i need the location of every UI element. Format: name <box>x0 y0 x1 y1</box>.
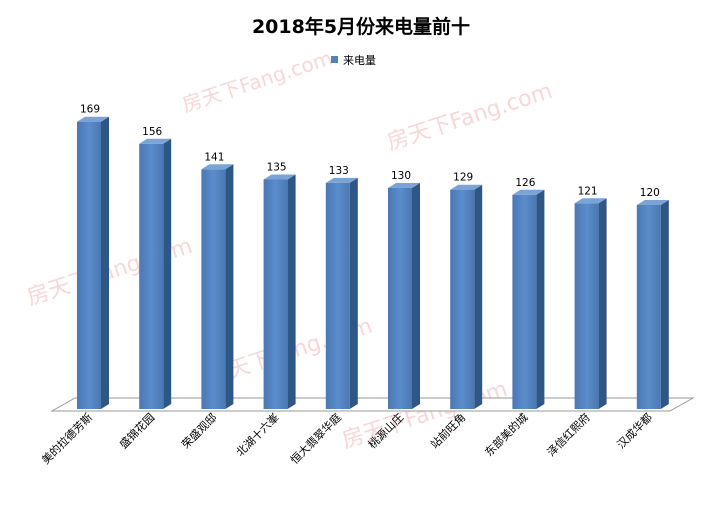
bar-top <box>139 138 172 144</box>
bar-side <box>101 116 109 409</box>
bar <box>201 164 234 409</box>
bar-value-label: 130 <box>391 170 411 182</box>
bar-value-label: 135 <box>267 162 287 174</box>
bar-side <box>660 200 669 409</box>
bar-side <box>412 183 420 409</box>
category-label: 东部美的城 <box>482 410 531 459</box>
bar <box>325 177 358 409</box>
category-label: 美的拉德芳斯 <box>39 410 96 467</box>
bar-top <box>450 184 483 190</box>
watermark-text: 房天下Fang.com <box>384 79 555 156</box>
bar-top <box>201 164 234 170</box>
bar <box>77 116 109 409</box>
bar-side <box>349 177 358 409</box>
bar-side <box>598 198 607 409</box>
bar-front <box>263 179 288 409</box>
bar-front <box>139 143 164 410</box>
bar-value-label: 121 <box>578 185 598 197</box>
bar-side <box>536 189 545 409</box>
bar-top <box>636 200 669 205</box>
bar-front <box>201 169 226 409</box>
category-label: 荣盛观邸 <box>179 410 220 451</box>
bar-top <box>512 189 545 195</box>
bar-value-label: 129 <box>453 172 473 184</box>
category-label: 北湖十六峯 <box>233 410 282 459</box>
bars <box>77 116 669 410</box>
bar <box>574 198 607 409</box>
bar-front <box>325 182 350 409</box>
bar-side <box>474 184 483 409</box>
bar <box>512 189 545 409</box>
bar-top <box>574 198 607 204</box>
category-label: 泽信红熙府 <box>544 410 593 459</box>
bar-side <box>225 164 234 409</box>
bar-value-label: 120 <box>640 187 660 199</box>
category-label: 盛锦花园 <box>116 410 157 451</box>
bar-front <box>636 205 661 409</box>
bar-front <box>77 121 101 409</box>
legend-swatch <box>331 56 338 63</box>
bar <box>636 200 669 409</box>
bar-front <box>512 194 537 409</box>
category-label: 汉成华都 <box>614 410 655 451</box>
value-labels: 169 156 141 135 133 130 129 126 121 120 <box>80 104 660 199</box>
category-label: 恒大翡翠华庭 <box>287 410 344 467</box>
bar-top <box>388 183 420 188</box>
bar-top <box>263 174 296 180</box>
bar-front <box>450 189 475 409</box>
bar-value-label: 141 <box>204 151 224 163</box>
bar <box>139 138 172 410</box>
bar-value-label: 156 <box>142 126 162 138</box>
bar-top <box>77 116 109 122</box>
watermark-text: 房天下Fang.com <box>179 46 335 117</box>
legend: 来电量 <box>331 54 376 67</box>
bar-side <box>163 138 172 410</box>
chart-title: 2018年5月份来电量前十 <box>252 15 470 38</box>
bar-side <box>287 174 296 409</box>
bar-top <box>325 177 358 183</box>
bar-value-label: 126 <box>515 177 535 189</box>
bar-value-label: 133 <box>329 165 349 177</box>
legend-label: 来电量 <box>343 54 376 67</box>
bar-front <box>388 188 412 409</box>
bar-value-label: 169 <box>80 104 100 116</box>
bar <box>388 183 420 409</box>
bar <box>263 174 296 409</box>
bar <box>450 184 483 409</box>
bar-front <box>574 203 599 409</box>
